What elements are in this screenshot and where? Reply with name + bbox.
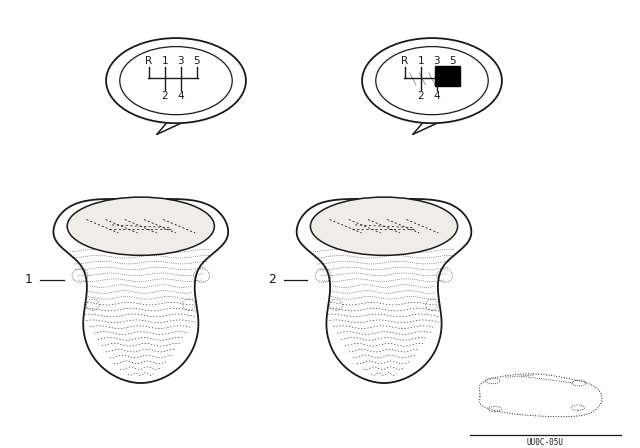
Text: 5: 5 [449,56,456,66]
Ellipse shape [362,38,502,123]
Text: 3: 3 [177,56,184,66]
Text: 1: 1 [161,56,168,66]
Ellipse shape [67,197,214,255]
Text: 4: 4 [433,91,440,101]
Text: UU0C-05U: UU0C-05U [527,438,564,447]
Text: 3: 3 [433,56,440,66]
Text: 2: 2 [417,91,424,101]
Text: R: R [401,56,408,66]
Bar [435,66,460,86]
Ellipse shape [310,197,458,255]
Text: 4: 4 [177,91,184,101]
Text: 5: 5 [193,56,200,66]
Ellipse shape [106,38,246,123]
Text: 2: 2 [268,273,276,286]
Text: R: R [145,56,152,66]
Text: 1: 1 [25,273,33,286]
Text: 1: 1 [417,56,424,66]
Text: 2: 2 [161,91,168,101]
